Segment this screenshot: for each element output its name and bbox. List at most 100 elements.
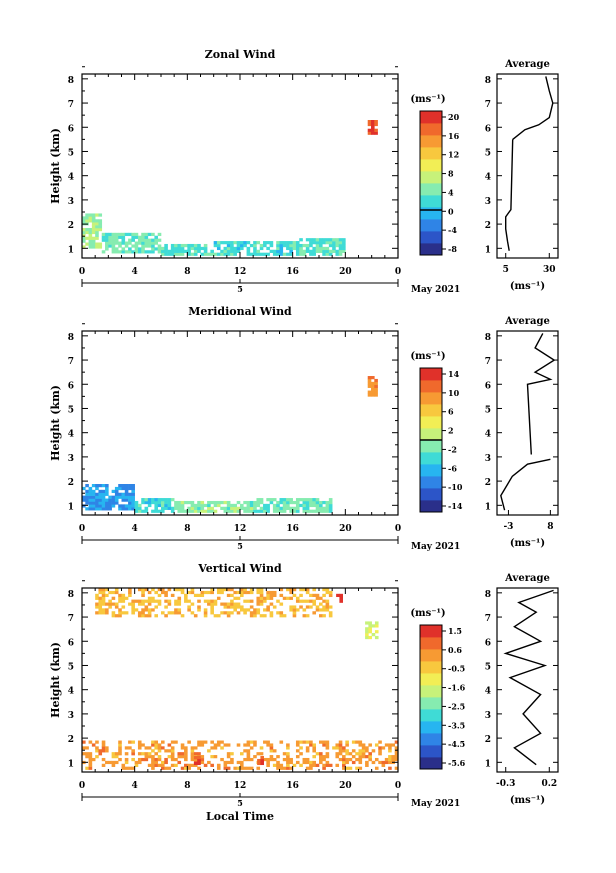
heatmap-cell: [279, 509, 284, 513]
heatmap-cell: [240, 243, 244, 248]
heatmap-cell: [121, 241, 126, 245]
heatmap-cell: [269, 743, 274, 747]
heatmap-cell: [391, 755, 396, 759]
heatmap-cell: [85, 746, 89, 750]
heatmap-cell: [335, 241, 340, 245]
heatmap-cell: [220, 241, 224, 245]
heatmap-cell: [164, 243, 168, 248]
heatmap-cell: [230, 599, 234, 603]
heatmap-cell: [114, 588, 119, 592]
heatmap-cell: [147, 752, 152, 756]
heatmap-cell: [246, 246, 251, 251]
heatmap-cell: [282, 252, 287, 256]
heatmap-cell: [240, 605, 244, 609]
heatmap-cell: [305, 749, 310, 753]
heatmap-cell: [305, 605, 310, 609]
heatmap-cell: [312, 241, 317, 245]
heatmap-cell: [286, 596, 290, 600]
heatmap-cell: [246, 506, 251, 510]
heatmap-cell: [154, 746, 159, 750]
heatmap-cell: [240, 506, 244, 510]
heatmap-cell: [164, 605, 168, 609]
heatmap-cell: [98, 498, 103, 502]
heatmap-cell: [328, 243, 333, 248]
heatmap-cell: [367, 378, 372, 383]
heatmap-cell: [233, 602, 238, 606]
heatmap-cell: [295, 743, 300, 747]
heatmap-cell: [91, 504, 96, 508]
heatmap-cell: [193, 756, 198, 760]
heatmap-cell: [263, 740, 267, 744]
colorbar-swatch: [420, 231, 442, 244]
heatmap-cell: [259, 593, 264, 598]
heatmap-cell: [243, 588, 247, 592]
heatmap-cell: [124, 611, 129, 615]
heatmap-cell: [338, 743, 343, 747]
heatmap-cell: [88, 757, 93, 762]
heatmap-cell: [203, 599, 208, 603]
heatmap-cell: [295, 500, 300, 505]
heatmap-cell: [105, 238, 109, 242]
chart-title: Meridional Wind: [188, 305, 292, 318]
heatmap-cell: [315, 752, 320, 756]
heatmap-cell: [240, 588, 244, 592]
heatmap-cell: [180, 590, 185, 595]
heatmap-cell: [249, 614, 254, 618]
heatmap-cell: [256, 503, 261, 508]
heatmap-cell: [105, 492, 109, 496]
heatmap-cell: [322, 252, 326, 256]
heatmap-cell: [170, 506, 175, 510]
heatmap-cell: [243, 590, 247, 595]
heatmap-cell: [177, 588, 182, 592]
heatmap-cell: [118, 614, 122, 618]
heatmap-cell: [134, 241, 139, 245]
heatmap-cell: [167, 498, 172, 502]
heatmap-cell: [276, 509, 280, 513]
heatmap-cell: [246, 599, 251, 603]
heatmap-cell: [151, 250, 155, 254]
heatmap-cell: [249, 599, 254, 603]
heatmap-cell: [263, 608, 267, 612]
heatmap-cell: [345, 740, 349, 744]
heatmap-cell: [101, 484, 106, 488]
heatmap-cell: [230, 241, 234, 245]
heatmap-cell: [111, 752, 116, 756]
heatmap-cell: [253, 500, 257, 505]
heatmap-cell: [236, 760, 241, 765]
heatmap-cell: [184, 757, 188, 762]
heatmap-cell: [151, 743, 155, 747]
heatmap-cell: [193, 249, 198, 253]
heatmap-cell: [295, 760, 300, 765]
heatmap-cell: [312, 252, 317, 256]
heatmap-cell: [177, 755, 182, 759]
heatmap-cell: [200, 740, 205, 744]
heatmap-cell: [91, 236, 96, 240]
heatmap-cell: [368, 624, 372, 628]
heatmap-cell: [85, 498, 89, 502]
heatmap-cell: [295, 506, 300, 510]
heatmap-cell: [147, 602, 152, 606]
heatmap-cell: [121, 507, 126, 511]
heatmap-cell: [164, 749, 168, 753]
heatmap-cell: [95, 593, 99, 598]
heatmap-cell: [131, 752, 135, 756]
heatmap-cell: [174, 249, 178, 253]
heatmap-cell: [328, 503, 333, 508]
heatmap-cell: [315, 500, 320, 505]
heatmap-cell: [101, 250, 106, 254]
heatmap-cell: [108, 495, 112, 499]
heatmap-cell: [233, 246, 238, 251]
colorbar-swatch: [420, 440, 442, 453]
heatmap-cell: [108, 501, 112, 505]
colorbar-tick-label: 16: [448, 131, 460, 141]
heatmap-cell: [216, 614, 221, 618]
y-tick-label: 2: [68, 478, 74, 488]
heatmap-cell: [249, 500, 254, 505]
heatmap-cell: [190, 500, 195, 505]
y-tick-label: 2: [68, 735, 74, 745]
heatmap-cell: [279, 588, 284, 592]
heatmap-cell: [144, 509, 149, 513]
heatmap-cell: [144, 244, 149, 248]
date-label: May 2021: [411, 542, 460, 552]
heatmap-cell: [174, 599, 178, 603]
